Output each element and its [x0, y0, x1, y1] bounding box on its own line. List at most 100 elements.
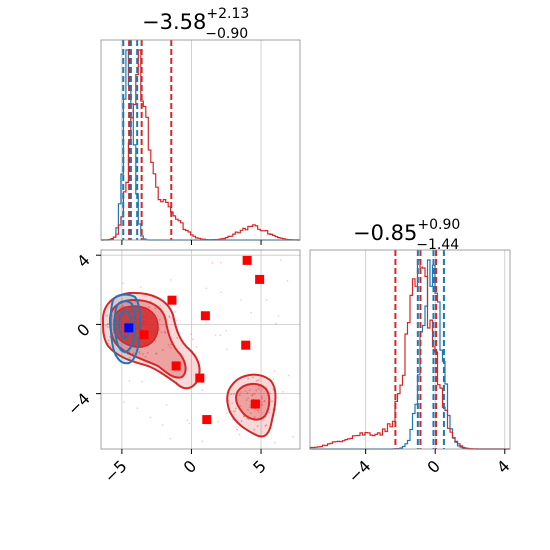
sample-dot	[273, 370, 276, 372]
histogram-blue-p2	[310, 259, 510, 450]
sample-dot	[163, 317, 166, 319]
sample-dot	[186, 419, 189, 422]
sample-dot	[135, 328, 138, 330]
sample-dot	[245, 399, 248, 402]
sample-dot	[120, 333, 123, 336]
sample-dot	[122, 312, 125, 315]
sample-dot	[128, 352, 131, 355]
sample-dot	[163, 330, 166, 333]
tick-label-x-p1: 5	[249, 456, 270, 477]
sample-dot	[161, 349, 164, 351]
sample-dot	[131, 332, 134, 335]
sample-dot	[130, 305, 133, 307]
sample-dot	[170, 343, 173, 346]
sample-dot	[114, 319, 117, 322]
tick-label-x-p2: 0	[423, 456, 444, 477]
sample-dot	[127, 347, 130, 350]
sample-dot	[128, 351, 131, 353]
sample-dot	[264, 424, 267, 427]
sample-square	[139, 330, 149, 340]
sample-dot	[141, 324, 144, 327]
sample-dot	[252, 376, 254, 379]
sample-dot	[234, 410, 236, 412]
sample-dot	[247, 415, 250, 418]
sample-dot	[139, 339, 142, 342]
sample-dot	[147, 344, 150, 347]
sample-dot	[165, 325, 168, 327]
sample-dot	[230, 393, 233, 396]
sample-square	[250, 399, 260, 409]
sample-dot	[136, 323, 139, 326]
sample-dot	[280, 259, 282, 262]
sample-dot	[139, 322, 142, 325]
sample-square	[241, 340, 251, 350]
sample-dot	[144, 320, 146, 323]
sample-dot	[107, 343, 109, 345]
blue-contour-middle	[113, 300, 137, 353]
sample-dot	[250, 382, 252, 385]
sample-dot	[152, 339, 155, 342]
sample-dot	[131, 353, 134, 355]
truth-square	[124, 323, 134, 333]
frame-marginal-p2	[309, 249, 511, 450]
title-p1: −3.58+2.13 −0.90	[142, 6, 249, 42]
sample-dot	[201, 389, 204, 391]
frame-marginal-p1	[100, 39, 301, 241]
sample-dot	[159, 304, 162, 307]
sample-dot	[226, 412, 228, 415]
sample-dot	[174, 311, 177, 313]
sample-dot	[109, 336, 111, 338]
sample-dot	[243, 375, 246, 378]
sample-dot	[151, 329, 154, 332]
sample-dot	[201, 440, 203, 443]
sample-dot	[258, 385, 261, 387]
sample-dot	[142, 307, 145, 310]
joint-contours	[101, 291, 277, 438]
sample-dot	[126, 334, 129, 337]
sample-dot	[145, 315, 148, 318]
sample-dot	[169, 346, 172, 349]
sample-dot	[253, 393, 256, 395]
axis-ticks: −5 0 5 4 0 −4 −4 0 4	[64, 240, 514, 487]
sample-dot	[249, 412, 252, 415]
sample-dot	[124, 335, 127, 338]
sample-points	[101, 259, 294, 444]
sample-dot	[261, 403, 264, 406]
sample-square	[167, 295, 177, 305]
marker-layer	[124, 255, 265, 425]
sample-dot	[114, 309, 116, 312]
sample-dot	[104, 324, 107, 327]
sample-dot	[161, 310, 164, 313]
sample-square	[255, 274, 265, 284]
sample-dot	[167, 344, 170, 346]
sample-dot	[147, 323, 149, 326]
sample-dot	[275, 393, 278, 395]
sample-dot	[142, 321, 145, 324]
sample-dot	[164, 325, 167, 328]
sample-dot	[132, 321, 135, 324]
sample-dot	[255, 389, 258, 392]
sample-dot	[239, 405, 242, 407]
sample-dot	[149, 324, 152, 327]
sample-dot	[205, 287, 208, 290]
sample-dot	[148, 309, 150, 312]
sample-dot	[161, 424, 164, 426]
sample-dot	[145, 343, 147, 346]
sample-dot	[219, 261, 222, 264]
histogram-p2	[309, 259, 510, 450]
sample-dot	[286, 280, 289, 282]
sample-dot	[252, 417, 255, 420]
sample-dot	[238, 433, 241, 436]
sample-dot	[107, 326, 109, 329]
sample-dot	[256, 409, 259, 412]
sample-dot	[242, 415, 245, 417]
sample-dot	[176, 337, 179, 339]
sample-dot	[240, 299, 242, 301]
title-p2: −0.85+0.90 −1.44	[353, 217, 460, 253]
sample-dot	[282, 391, 285, 393]
tick-label-x-p1: 0	[180, 456, 201, 477]
sample-dot	[130, 316, 132, 318]
sample-dot	[267, 408, 270, 411]
sample-dot	[175, 319, 178, 322]
sample-dot	[150, 317, 153, 320]
